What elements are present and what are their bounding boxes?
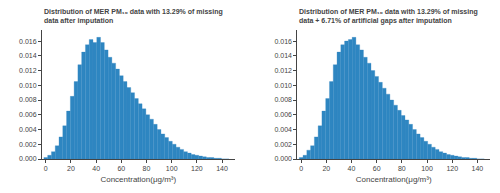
svg-text:0.000: 0.000 [274, 155, 292, 162]
svg-text:0.016: 0.016 [274, 38, 292, 45]
svg-text:120: 120 [446, 165, 458, 172]
svg-text:0.004: 0.004 [19, 126, 37, 133]
svg-text:80: 80 [143, 165, 151, 172]
svg-text:Distribution of MER PM₁₀ data: Distribution of MER PM₁₀ data with 13.29… [299, 8, 478, 25]
svg-text:0.002: 0.002 [19, 141, 37, 148]
svg-text:20: 20 [67, 165, 75, 172]
svg-text:0.014: 0.014 [19, 52, 37, 59]
svg-text:120: 120 [191, 165, 203, 172]
svg-text:0.010: 0.010 [19, 82, 37, 89]
svg-text:0.008: 0.008 [274, 96, 292, 103]
svg-text:40: 40 [348, 165, 356, 172]
svg-text:0.014: 0.014 [274, 52, 292, 59]
svg-text:0.000: 0.000 [19, 155, 37, 162]
svg-text:140: 140 [216, 165, 228, 172]
svg-text:0.016: 0.016 [19, 38, 37, 45]
svg-text:Distribution of MER PM₁₀ data: Distribution of MER PM₁₀ data with 13.29… [44, 8, 223, 25]
svg-text:0.008: 0.008 [19, 96, 37, 103]
svg-text:60: 60 [373, 165, 381, 172]
svg-text:Concentration(μg/m³): Concentration(μg/m³) [100, 175, 176, 184]
svg-text:0.010: 0.010 [274, 82, 292, 89]
svg-text:60: 60 [117, 165, 125, 172]
svg-text:0.006: 0.006 [274, 111, 292, 118]
svg-text:0.002: 0.002 [274, 141, 292, 148]
svg-text:0.004: 0.004 [274, 126, 292, 133]
svg-text:40: 40 [92, 165, 100, 172]
svg-text:Concentration(μg/m³): Concentration(μg/m³) [356, 175, 432, 184]
svg-text:140: 140 [472, 165, 484, 172]
svg-text:100: 100 [166, 165, 178, 172]
svg-text:20: 20 [322, 165, 330, 172]
svg-text:0: 0 [44, 165, 48, 172]
svg-text:0.012: 0.012 [19, 67, 37, 74]
svg-text:100: 100 [421, 165, 433, 172]
svg-text:0.012: 0.012 [274, 67, 292, 74]
svg-text:80: 80 [398, 165, 406, 172]
svg-text:0.006: 0.006 [19, 111, 37, 118]
svg-text:0: 0 [299, 165, 303, 172]
